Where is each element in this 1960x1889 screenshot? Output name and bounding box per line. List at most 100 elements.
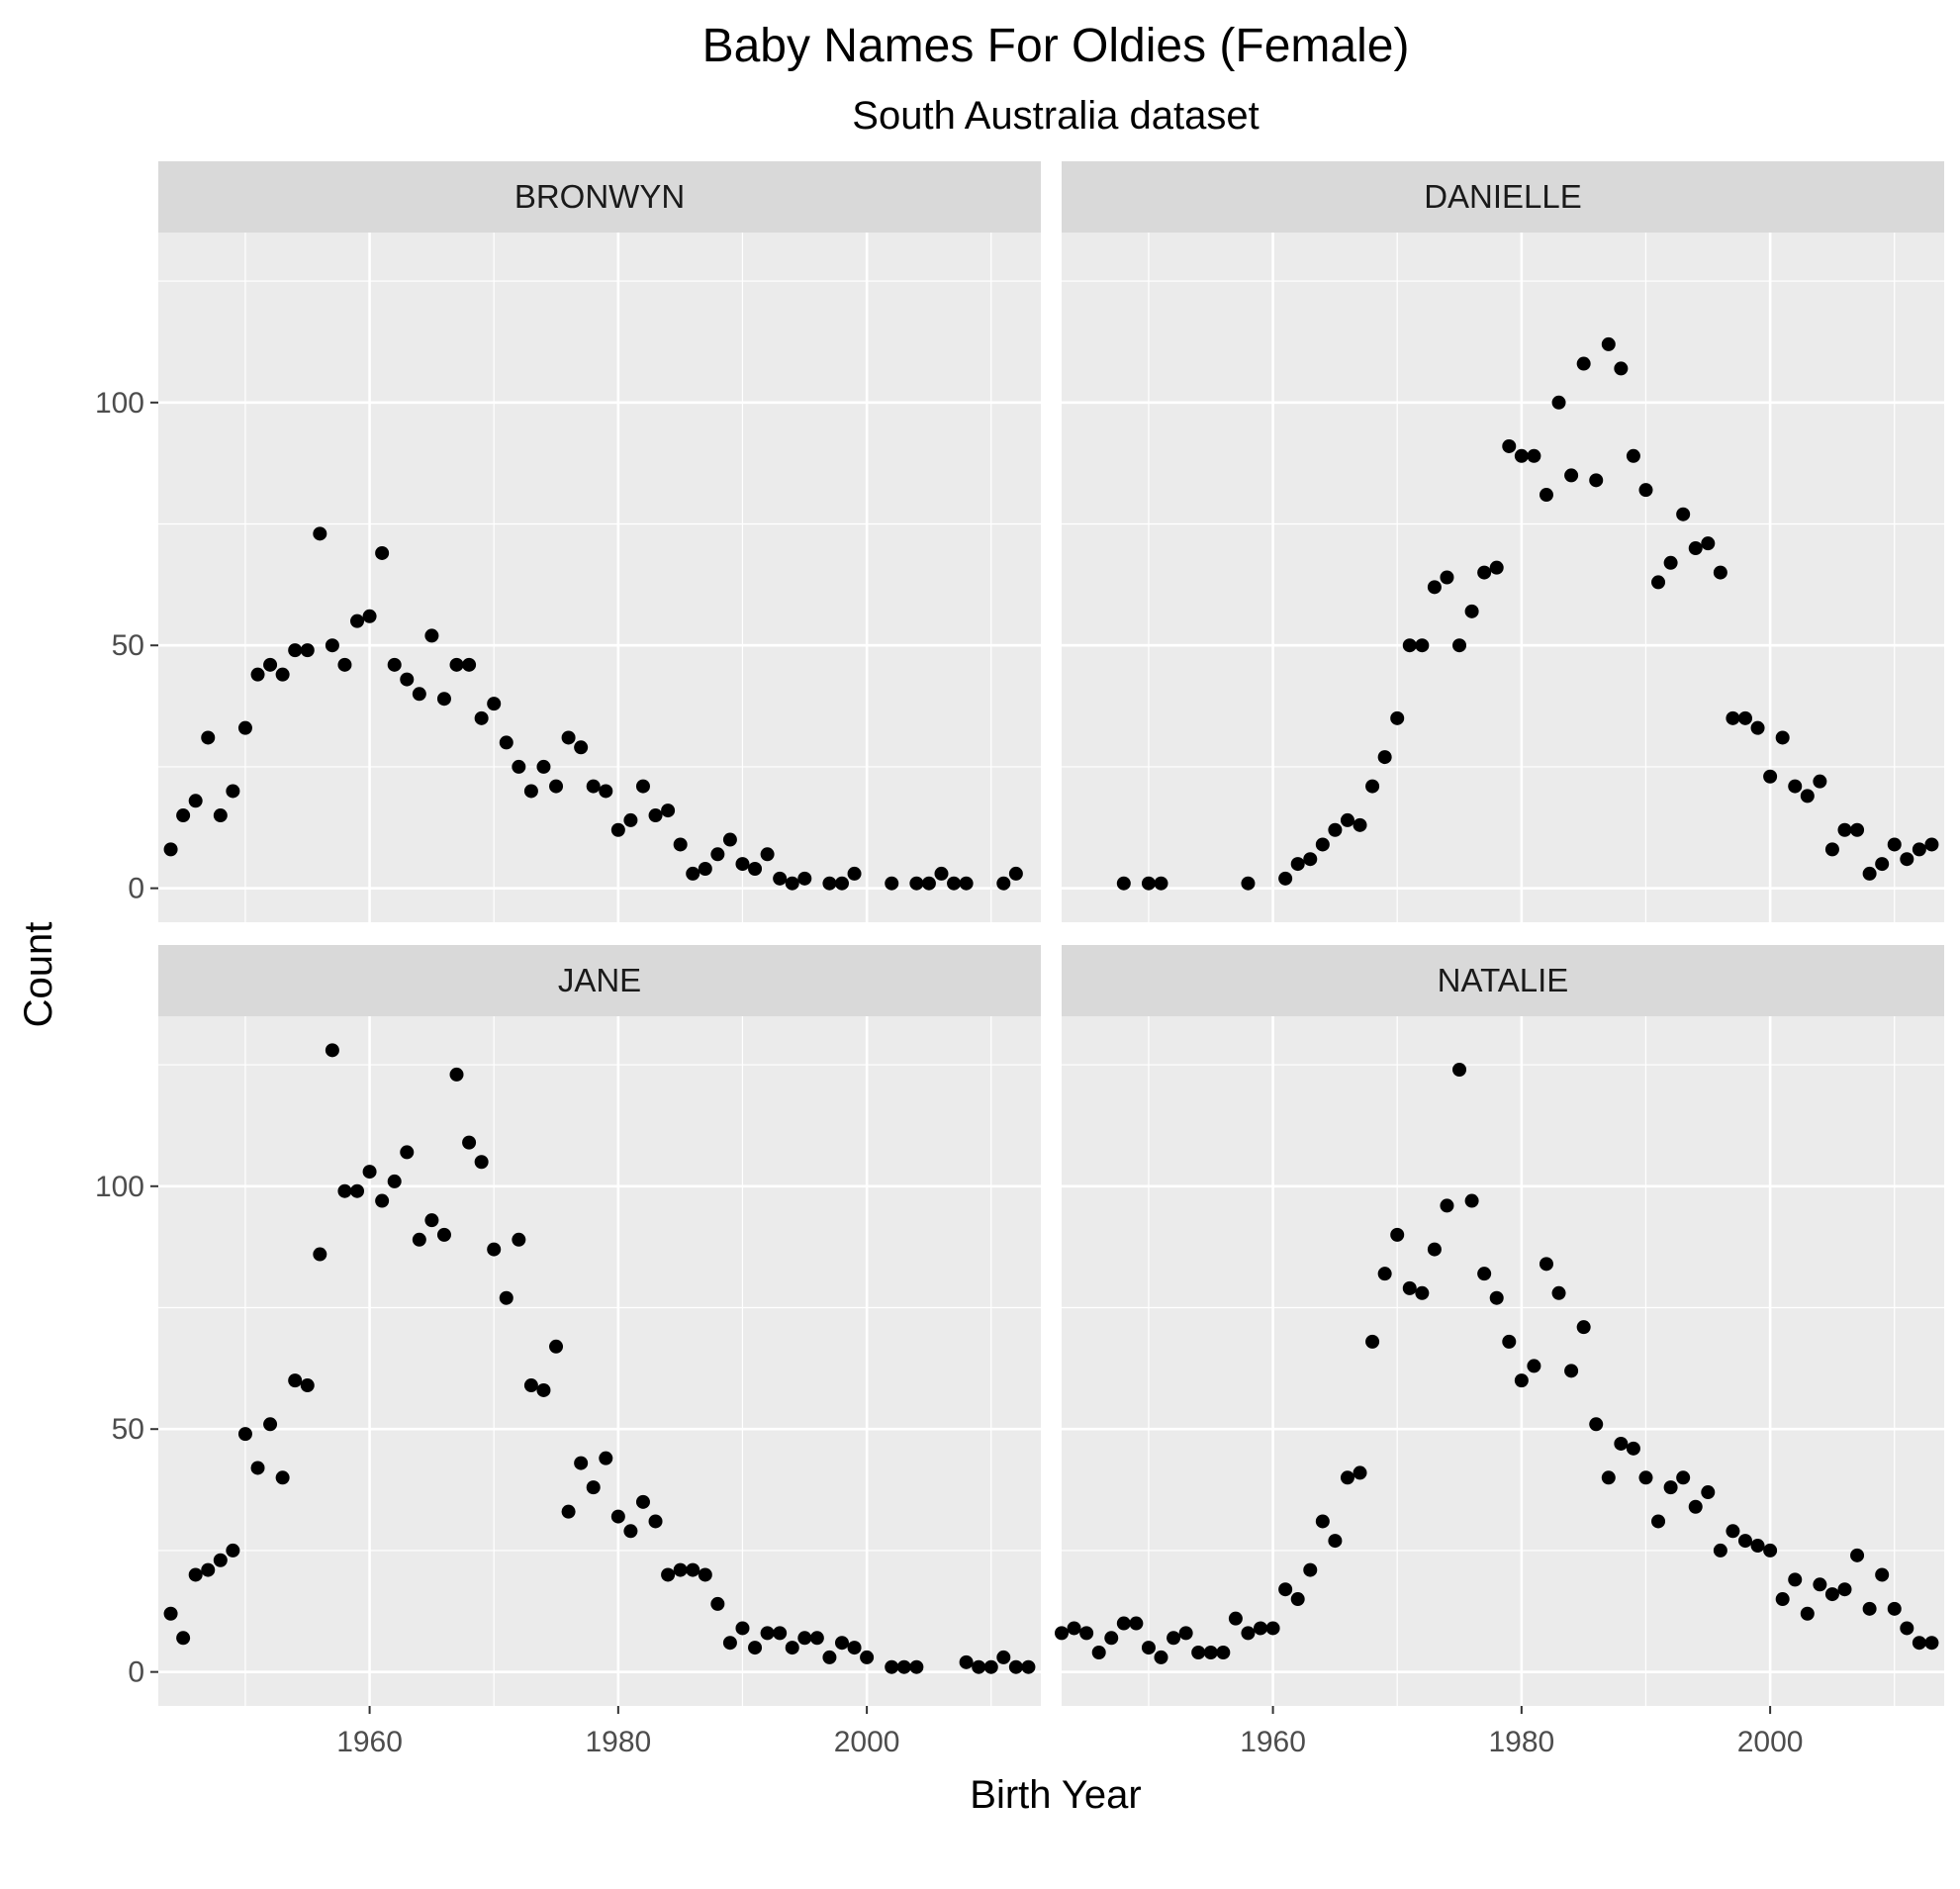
data-point — [909, 1659, 924, 1674]
data-point — [635, 779, 650, 794]
y-tick-label: 50 — [112, 1413, 144, 1446]
data-point — [1688, 541, 1703, 556]
data-point — [1303, 1562, 1318, 1577]
data-point — [436, 1227, 451, 1242]
data-point — [400, 672, 415, 687]
x-tick-label: 1980 — [585, 1726, 651, 1758]
data-point — [661, 803, 676, 818]
data-point — [462, 657, 477, 672]
data-point — [1813, 1577, 1827, 1592]
data-point — [561, 730, 576, 745]
data-point — [1775, 1592, 1790, 1607]
data-point — [213, 1553, 228, 1567]
data-point — [263, 1417, 278, 1432]
data-point — [1813, 774, 1827, 789]
data-point — [834, 876, 849, 891]
data-point — [1887, 1601, 1902, 1616]
facet-natalie: NATALIE 1960 1980 2000 — [1055, 945, 1944, 1758]
data-point — [1254, 1621, 1268, 1636]
data-point — [1614, 1436, 1629, 1451]
data-point — [1638, 483, 1653, 498]
data-point — [1265, 1621, 1280, 1636]
data-point — [449, 1067, 464, 1082]
y-tick-label: 100 — [95, 1171, 144, 1203]
data-point — [1440, 570, 1454, 585]
data-point — [350, 1183, 365, 1198]
data-point — [860, 1650, 875, 1664]
panel-background — [1062, 1016, 1944, 1706]
facet-strip-label: DANIELLE — [1424, 178, 1582, 215]
data-point — [362, 1165, 377, 1180]
data-point — [947, 876, 962, 891]
x-tick-label: 2000 — [1737, 1726, 1804, 1758]
data-point — [1614, 361, 1629, 376]
data-point — [275, 1470, 290, 1485]
data-point — [1303, 852, 1318, 867]
facet-strip — [158, 161, 1041, 233]
data-point — [1912, 1636, 1926, 1651]
data-point — [474, 710, 489, 725]
data-point — [188, 1567, 203, 1582]
data-point — [599, 1451, 613, 1465]
data-point — [735, 857, 750, 872]
data-point — [487, 1242, 502, 1257]
data-point — [1900, 852, 1914, 867]
data-point — [1390, 710, 1405, 725]
data-point — [574, 1456, 589, 1470]
data-point — [1340, 1470, 1354, 1485]
data-point — [1824, 1587, 1839, 1602]
data-point — [549, 779, 564, 794]
data-point — [1589, 1417, 1604, 1432]
data-point — [797, 1631, 812, 1646]
data-point — [1539, 1257, 1553, 1272]
data-point — [1875, 1567, 1890, 1582]
data-point — [288, 1373, 303, 1388]
data-point — [1328, 1534, 1343, 1549]
data-point — [1539, 488, 1553, 503]
data-point — [1427, 1242, 1442, 1257]
data-point — [1502, 1334, 1517, 1349]
data-point — [1527, 448, 1541, 463]
data-point — [449, 657, 464, 672]
data-point — [1701, 1485, 1716, 1500]
data-point — [1353, 817, 1367, 832]
y-tick-label: 0 — [128, 1656, 144, 1689]
data-point — [648, 1514, 663, 1529]
data-point — [847, 866, 862, 881]
data-point — [710, 1596, 725, 1611]
chart-title: Baby Names For Oldies (Female) — [702, 20, 1410, 72]
data-point — [313, 1247, 327, 1262]
data-point — [1875, 857, 1890, 872]
data-point — [1377, 750, 1392, 765]
facet-strip-label: NATALIE — [1438, 962, 1569, 998]
data-point — [313, 526, 327, 541]
data-point — [698, 862, 712, 877]
facet-danielle: DANIELLE — [1062, 161, 1944, 922]
data-point — [1477, 565, 1492, 580]
data-point — [1464, 1193, 1479, 1208]
data-point — [1763, 769, 1778, 784]
data-point — [1551, 1285, 1566, 1300]
data-point — [474, 1155, 489, 1170]
data-point — [686, 866, 700, 881]
data-point — [512, 759, 526, 774]
data-point — [163, 1606, 178, 1621]
data-point — [748, 862, 763, 877]
data-point — [1726, 710, 1740, 725]
data-point — [1626, 1441, 1640, 1456]
data-point — [263, 657, 278, 672]
data-point — [350, 614, 365, 628]
data-point — [1775, 730, 1790, 745]
data-point — [1067, 1621, 1081, 1636]
data-point — [412, 1232, 426, 1247]
data-point — [1676, 507, 1691, 521]
data-point — [1663, 1480, 1678, 1495]
data-point — [412, 687, 426, 702]
data-point — [797, 871, 812, 886]
data-point — [885, 1659, 899, 1674]
data-point — [1141, 1641, 1156, 1655]
data-point — [188, 794, 203, 808]
data-point — [1091, 1646, 1106, 1660]
data-point — [1241, 876, 1256, 891]
